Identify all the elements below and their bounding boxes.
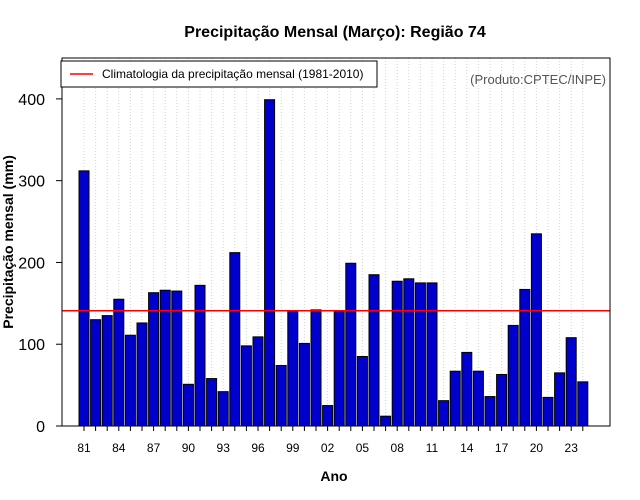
bar-01 — [310, 309, 322, 427]
bar-92 — [206, 378, 218, 427]
bar-14 — [461, 351, 473, 427]
x-tick-label: 11 — [426, 441, 439, 455]
x-tick-label: 93 — [217, 441, 231, 455]
bar-87 — [148, 292, 160, 427]
chart-title: Precipitação Mensal (Março): Região 74 — [184, 24, 486, 41]
bar-21 — [542, 396, 554, 427]
bar-04 — [345, 262, 357, 427]
x-tick-label: 96 — [251, 441, 265, 455]
bar-91 — [194, 284, 206, 427]
bar-11 — [426, 282, 438, 427]
bar-82 — [90, 319, 102, 427]
x-tick-label: 84 — [112, 441, 126, 455]
bar-93 — [217, 391, 229, 427]
bar-94 — [229, 252, 241, 427]
bar-84 — [113, 298, 125, 427]
x-tick-label: 02 — [321, 441, 335, 455]
x-tick-label: 20 — [530, 441, 544, 455]
bar-90 — [182, 383, 194, 427]
bar-12 — [438, 400, 450, 427]
bar-02 — [322, 405, 334, 427]
credit-text: (Produto:CPTEC/INPE) — [470, 72, 606, 87]
x-tick-label: 08 — [391, 441, 405, 455]
bar-13 — [449, 370, 461, 427]
bar-85 — [124, 334, 136, 427]
x-tick-label: 87 — [147, 441, 161, 455]
bar-24 — [577, 381, 589, 427]
bar-17 — [496, 373, 508, 427]
bar-15 — [472, 370, 484, 427]
legend-box — [60, 60, 378, 88]
bar-98 — [275, 364, 287, 427]
bar-16 — [484, 396, 496, 427]
legend: Climatologia da precipitação mensal (198… — [60, 60, 378, 88]
bar-18 — [507, 324, 519, 427]
bar-83 — [101, 315, 113, 427]
x-tick-label: 14 — [460, 441, 474, 455]
x-tick-label: 05 — [356, 441, 370, 455]
bar-22 — [554, 372, 566, 427]
x-tick-label: 90 — [182, 441, 196, 455]
x-tick-label: 23 — [565, 441, 579, 455]
plot-frame — [61, 57, 611, 427]
x-axis-label: Ano — [320, 468, 347, 484]
bar-10 — [414, 282, 426, 427]
bar-99 — [287, 310, 299, 427]
bar-03 — [333, 310, 345, 427]
x-axis: 81 84 87 90 93 96 99 02 05 08 11 14 17 20 23 — [77, 426, 584, 455]
bar-96 — [252, 336, 264, 427]
bar-95 — [240, 345, 252, 427]
bar-00 — [298, 342, 310, 427]
y-axis: 0 100 200 300 400 — [18, 92, 62, 436]
y-tick-label: 300 — [18, 174, 45, 191]
bar-19 — [519, 288, 531, 427]
bars — [78, 99, 589, 427]
legend-label: Climatologia da precipitação mensal (198… — [102, 67, 363, 81]
y-axis-label: Precipitação mensal (mm) — [0, 155, 16, 329]
x-tick-label: 81 — [77, 441, 91, 455]
y-tick-label: 200 — [18, 255, 45, 272]
bar-08 — [391, 280, 403, 427]
bar-97 — [264, 99, 276, 427]
x-tick-label: 17 — [495, 441, 509, 455]
bar-86 — [136, 322, 148, 427]
bar-23 — [565, 337, 577, 427]
y-tick-label: 0 — [36, 419, 45, 436]
bar-09 — [403, 278, 415, 427]
bar-20 — [530, 233, 542, 427]
y-tick-label: 100 — [18, 337, 45, 354]
y-tick-label: 400 — [18, 92, 45, 109]
bar-81 — [78, 170, 90, 427]
bar-06 — [368, 274, 380, 427]
bar-05 — [356, 355, 368, 427]
x-tick-label: 99 — [286, 441, 300, 455]
bar-07 — [380, 415, 392, 427]
